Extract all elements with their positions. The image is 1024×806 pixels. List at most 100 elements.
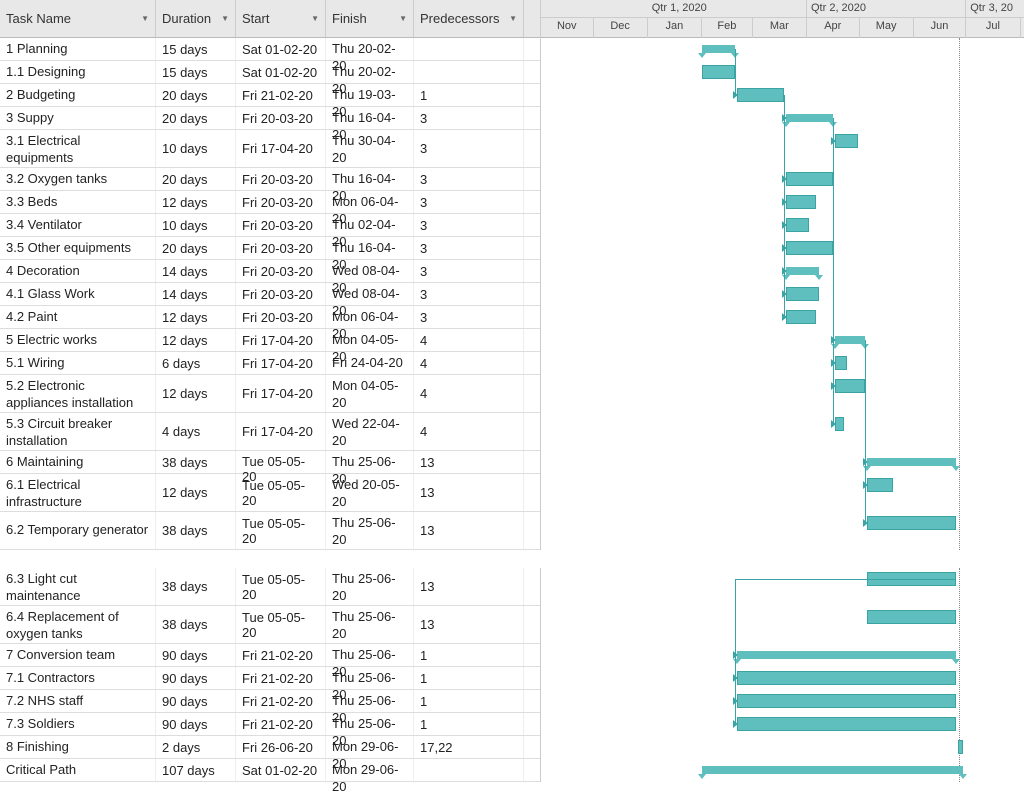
start-cell[interactable]: Tue 05-05-20 — [236, 451, 326, 473]
duration-cell[interactable]: 20 days — [156, 107, 236, 129]
gantt-task-bar[interactable] — [867, 610, 956, 624]
pred-cell[interactable]: 3 — [414, 260, 524, 282]
gantt-task-bar[interactable] — [867, 478, 893, 492]
table-row[interactable]: 3.4 Ventilator10 daysFri 20-03-20Thu 02-… — [0, 214, 540, 237]
finish-cell[interactable]: Mon 06-04-20 — [326, 306, 414, 328]
start-cell[interactable]: Fri 20-03-20 — [236, 107, 326, 129]
pred-cell[interactable]: 13 — [414, 512, 524, 549]
task-name-cell[interactable]: 5.2 Electronic appliances installation — [0, 375, 156, 412]
pred-cell[interactable]: 1 — [414, 644, 524, 666]
pred-cell[interactable]: 1 — [414, 667, 524, 689]
column-header-duration[interactable]: Duration▼ — [156, 0, 236, 37]
start-cell[interactable]: Tue 05-05-20 — [236, 606, 326, 643]
table-row[interactable]: 7.3 Soldiers90 daysFri 21-02-20Thu 25-06… — [0, 713, 540, 736]
task-name-cell[interactable]: 5.1 Wiring — [0, 352, 156, 374]
pred-cell[interactable]: 1 — [414, 690, 524, 712]
gantt-summary-bar[interactable] — [786, 267, 819, 275]
duration-cell[interactable]: 12 days — [156, 375, 236, 412]
finish-cell[interactable]: Thu 25-06-20 — [326, 713, 414, 735]
dropdown-arrow-icon[interactable]: ▼ — [509, 14, 517, 23]
task-name-cell[interactable]: 5 Electric works — [0, 329, 156, 351]
task-name-cell[interactable]: 7 Conversion team — [0, 644, 156, 666]
duration-cell[interactable]: 20 days — [156, 237, 236, 259]
gantt-summary-bar[interactable] — [702, 45, 735, 53]
finish-cell[interactable]: Thu 25-06-20 — [326, 568, 414, 605]
gantt-task-bar[interactable] — [786, 287, 819, 301]
finish-cell[interactable]: Mon 29-06-20 — [326, 736, 414, 758]
gantt-task-bar[interactable] — [737, 717, 956, 731]
gantt-summary-bar[interactable] — [737, 651, 956, 659]
finish-cell[interactable]: Fri 24-04-20 — [326, 352, 414, 374]
duration-cell[interactable]: 15 days — [156, 38, 236, 60]
duration-cell[interactable]: 4 days — [156, 413, 236, 450]
finish-cell[interactable]: Mon 29-06-20 — [326, 759, 414, 781]
pred-cell[interactable]: 4 — [414, 352, 524, 374]
pred-cell[interactable]: 3 — [414, 214, 524, 236]
task-name-cell[interactable]: 4.2 Paint — [0, 306, 156, 328]
finish-cell[interactable]: Thu 19-03-20 — [326, 84, 414, 106]
pred-cell[interactable]: 13 — [414, 451, 524, 473]
pred-cell[interactable] — [414, 38, 524, 60]
finish-cell[interactable]: Wed 08-04-20 — [326, 283, 414, 305]
start-cell[interactable]: Fri 21-02-20 — [236, 713, 326, 735]
pred-cell[interactable]: 13 — [414, 568, 524, 605]
gantt-task-bar[interactable] — [786, 241, 833, 255]
gantt-task-bar[interactable] — [786, 172, 833, 186]
table-row[interactable]: 4.2 Paint12 daysFri 20-03-20Mon 06-04-20… — [0, 306, 540, 329]
table-row[interactable]: 5 Electric works12 daysFri 17-04-20Mon 0… — [0, 329, 540, 352]
start-cell[interactable]: Fri 20-03-20 — [236, 191, 326, 213]
gantt-task-bar[interactable] — [786, 195, 816, 209]
start-cell[interactable]: Sat 01-02-20 — [236, 759, 326, 781]
gantt-summary-bar[interactable] — [867, 458, 956, 466]
gantt-task-bar[interactable] — [867, 516, 956, 530]
gantt-task-bar[interactable] — [835, 356, 847, 370]
pred-cell[interactable]: 3 — [414, 168, 524, 190]
table-row[interactable]: 6.4 Replacement of oxygen tanks38 daysTu… — [0, 606, 540, 644]
gantt-summary-bar[interactable] — [786, 114, 833, 122]
column-header-task[interactable]: Task Name▼ — [0, 0, 156, 37]
gantt-pane[interactable] — [540, 568, 1024, 782]
table-row[interactable]: 7.2 NHS staff90 daysFri 21-02-20Thu 25-0… — [0, 690, 540, 713]
task-name-cell[interactable]: 6.3 Light cut maintenance — [0, 568, 156, 605]
table-row[interactable]: 6.1 Electrical infrastructure12 daysTue … — [0, 474, 540, 512]
start-cell[interactable]: Fri 20-03-20 — [236, 237, 326, 259]
task-name-cell[interactable]: 3.5 Other equipments — [0, 237, 156, 259]
duration-cell[interactable]: 15 days — [156, 61, 236, 83]
duration-cell[interactable]: 20 days — [156, 84, 236, 106]
finish-cell[interactable]: Thu 02-04-20 — [326, 214, 414, 236]
table-row[interactable]: 3 Suppy20 daysFri 20-03-20Thu 16-04-203 — [0, 107, 540, 130]
gantt-task-bar[interactable] — [737, 88, 784, 102]
pred-cell[interactable]: 4 — [414, 375, 524, 412]
gantt-task-bar[interactable] — [835, 134, 858, 148]
table-row[interactable]: 6 Maintaining38 daysTue 05-05-20Thu 25-0… — [0, 451, 540, 474]
start-cell[interactable]: Fri 20-03-20 — [236, 214, 326, 236]
gantt-task-bar[interactable] — [786, 310, 816, 324]
start-cell[interactable]: Fri 26-06-20 — [236, 736, 326, 758]
task-name-cell[interactable]: 3.2 Oxygen tanks — [0, 168, 156, 190]
task-name-cell[interactable]: 8 Finishing — [0, 736, 156, 758]
task-name-cell[interactable]: Critical Path — [0, 759, 156, 781]
duration-cell[interactable]: 90 days — [156, 667, 236, 689]
dropdown-arrow-icon[interactable]: ▼ — [311, 14, 319, 23]
start-cell[interactable]: Fri 17-04-20 — [236, 413, 326, 450]
finish-cell[interactable]: Thu 20-02-20 — [326, 38, 414, 60]
pred-cell[interactable]: 1 — [414, 84, 524, 106]
finish-cell[interactable]: Wed 20-05-20 — [326, 474, 414, 511]
duration-cell[interactable]: 14 days — [156, 260, 236, 282]
pred-cell[interactable]: 3 — [414, 237, 524, 259]
gantt-task-bar[interactable] — [702, 65, 735, 79]
start-cell[interactable]: Fri 20-03-20 — [236, 260, 326, 282]
start-cell[interactable]: Fri 21-02-20 — [236, 84, 326, 106]
start-cell[interactable]: Fri 17-04-20 — [236, 130, 326, 167]
dropdown-arrow-icon[interactable]: ▼ — [221, 14, 229, 23]
duration-cell[interactable]: 6 days — [156, 352, 236, 374]
pred-cell[interactable]: 3 — [414, 283, 524, 305]
task-name-cell[interactable]: 6.4 Replacement of oxygen tanks — [0, 606, 156, 643]
start-cell[interactable]: Tue 05-05-20 — [236, 512, 326, 549]
gantt-task-bar[interactable] — [737, 694, 956, 708]
table-row[interactable]: 7.1 Contractors90 daysFri 21-02-20Thu 25… — [0, 667, 540, 690]
finish-cell[interactable]: Thu 25-06-20 — [326, 512, 414, 549]
task-name-cell[interactable]: 7.3 Soldiers — [0, 713, 156, 735]
duration-cell[interactable]: 14 days — [156, 283, 236, 305]
column-header-pred[interactable]: Predecessors▼ — [414, 0, 524, 37]
